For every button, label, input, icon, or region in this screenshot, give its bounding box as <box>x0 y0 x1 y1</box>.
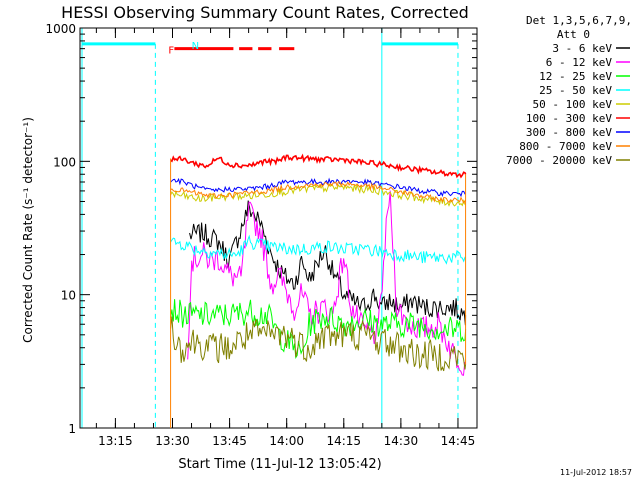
legend-label: 25 - 50 keV <box>539 84 612 97</box>
x-tick-label: 13:45 <box>212 434 247 448</box>
series-line-6 <box>170 177 466 198</box>
y-tick-label: 1 <box>68 422 76 436</box>
x-axis: 13:15 13:30 13:45 14:00 14:15 14:30 14:45 <box>95 28 476 448</box>
y-tick-label: 1000 <box>45 22 76 36</box>
legend-label: 800 - 7000 keV <box>519 140 612 153</box>
chart-title: HESSI Observing Summary Count Rates, Cor… <box>61 3 469 22</box>
x-tick-label: 14:30 <box>384 434 419 448</box>
legend-label: 100 - 300 keV <box>526 112 612 125</box>
series-line-7 <box>170 181 466 204</box>
legend-title-2: Att 0 <box>557 28 590 41</box>
series-line-3 <box>170 234 466 265</box>
series-line-8 <box>170 316 467 372</box>
x-tick-label: 13:30 <box>155 434 190 448</box>
series-line-1 <box>187 190 467 376</box>
series-line-5 <box>170 153 467 179</box>
legend-label: 3 - 6 keV <box>552 42 612 55</box>
legend-title-1: Det 1,3,5,6,7,9, <box>526 14 632 27</box>
y-tick-label: 10 <box>61 289 76 303</box>
x-axis-label: Start Time (11-Jul-12 13:05:42) <box>178 457 381 472</box>
x-tick-label: 14:45 <box>441 434 476 448</box>
legend-label: 300 - 800 keV <box>526 126 612 139</box>
y-tick-label: 100 <box>53 155 76 169</box>
series-line-2 <box>170 299 467 360</box>
x-tick-label: 14:15 <box>326 434 361 448</box>
x-tick-label: 14:00 <box>269 434 304 448</box>
legend-label: 6 - 12 keV <box>546 56 613 69</box>
annotation-f: F <box>168 46 174 57</box>
plot-frame <box>79 27 478 429</box>
series-line-4 <box>170 182 466 207</box>
footer-timestamp: 11-Jul-2012 18:57 <box>560 468 632 477</box>
legend-label: 7000 - 20000 keV <box>506 154 612 167</box>
annotation-n: N <box>192 41 199 52</box>
legend-label: 50 - 100 keV <box>533 98 613 111</box>
x-tick-label: 13:15 <box>98 434 133 448</box>
legend-label: 12 - 25 keV <box>539 70 612 83</box>
series-line-0 <box>189 200 467 326</box>
y-axis-label: Corrected Count Rate (s⁻¹ detector⁻¹) <box>21 117 35 343</box>
y-axis: 1 10 100 1000 <box>45 22 477 436</box>
